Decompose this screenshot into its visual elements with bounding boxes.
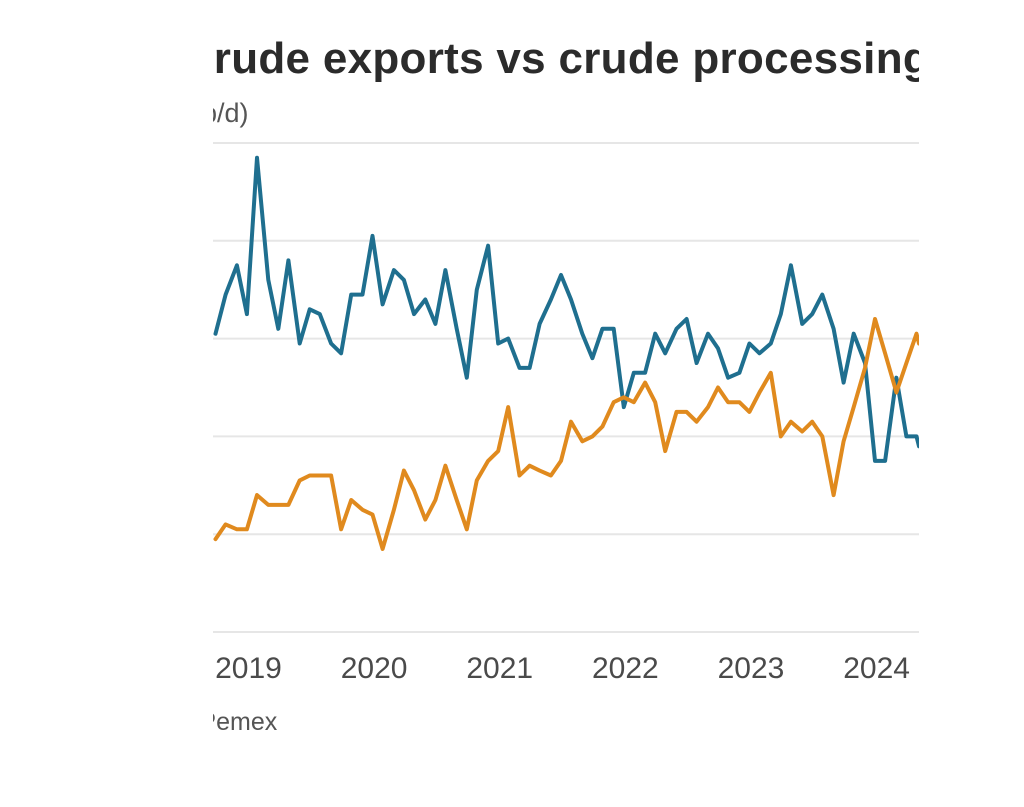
x-tick-label-2023: 2023 bbox=[718, 652, 785, 685]
x-axis-ticks: 2019 2020 2021 2022 2023 2024 bbox=[215, 652, 910, 685]
x-tick-label-2024: 2024 bbox=[843, 652, 910, 685]
chart-frame: crude exports vs crude processing (b/d) … bbox=[213, 0, 919, 807]
chart-title: crude exports vs crude processing bbox=[213, 34, 919, 83]
source-note: Platts, Pemex bbox=[213, 708, 278, 736]
y-axis-unit-label: (b/d) bbox=[213, 98, 249, 128]
line-chart: 2019 2020 2021 2022 2023 2024 bbox=[213, 142, 919, 685]
x-tick-label-2022: 2022 bbox=[592, 652, 659, 685]
x-tick-label-2021: 2021 bbox=[466, 652, 533, 685]
x-tick-label-2020: 2020 bbox=[341, 652, 408, 685]
x-tick-label-2019: 2019 bbox=[215, 652, 282, 685]
series-lines bbox=[213, 155, 919, 551]
gridlines bbox=[213, 142, 919, 633]
series-line-1 bbox=[213, 317, 919, 551]
series-line-0 bbox=[213, 155, 919, 463]
